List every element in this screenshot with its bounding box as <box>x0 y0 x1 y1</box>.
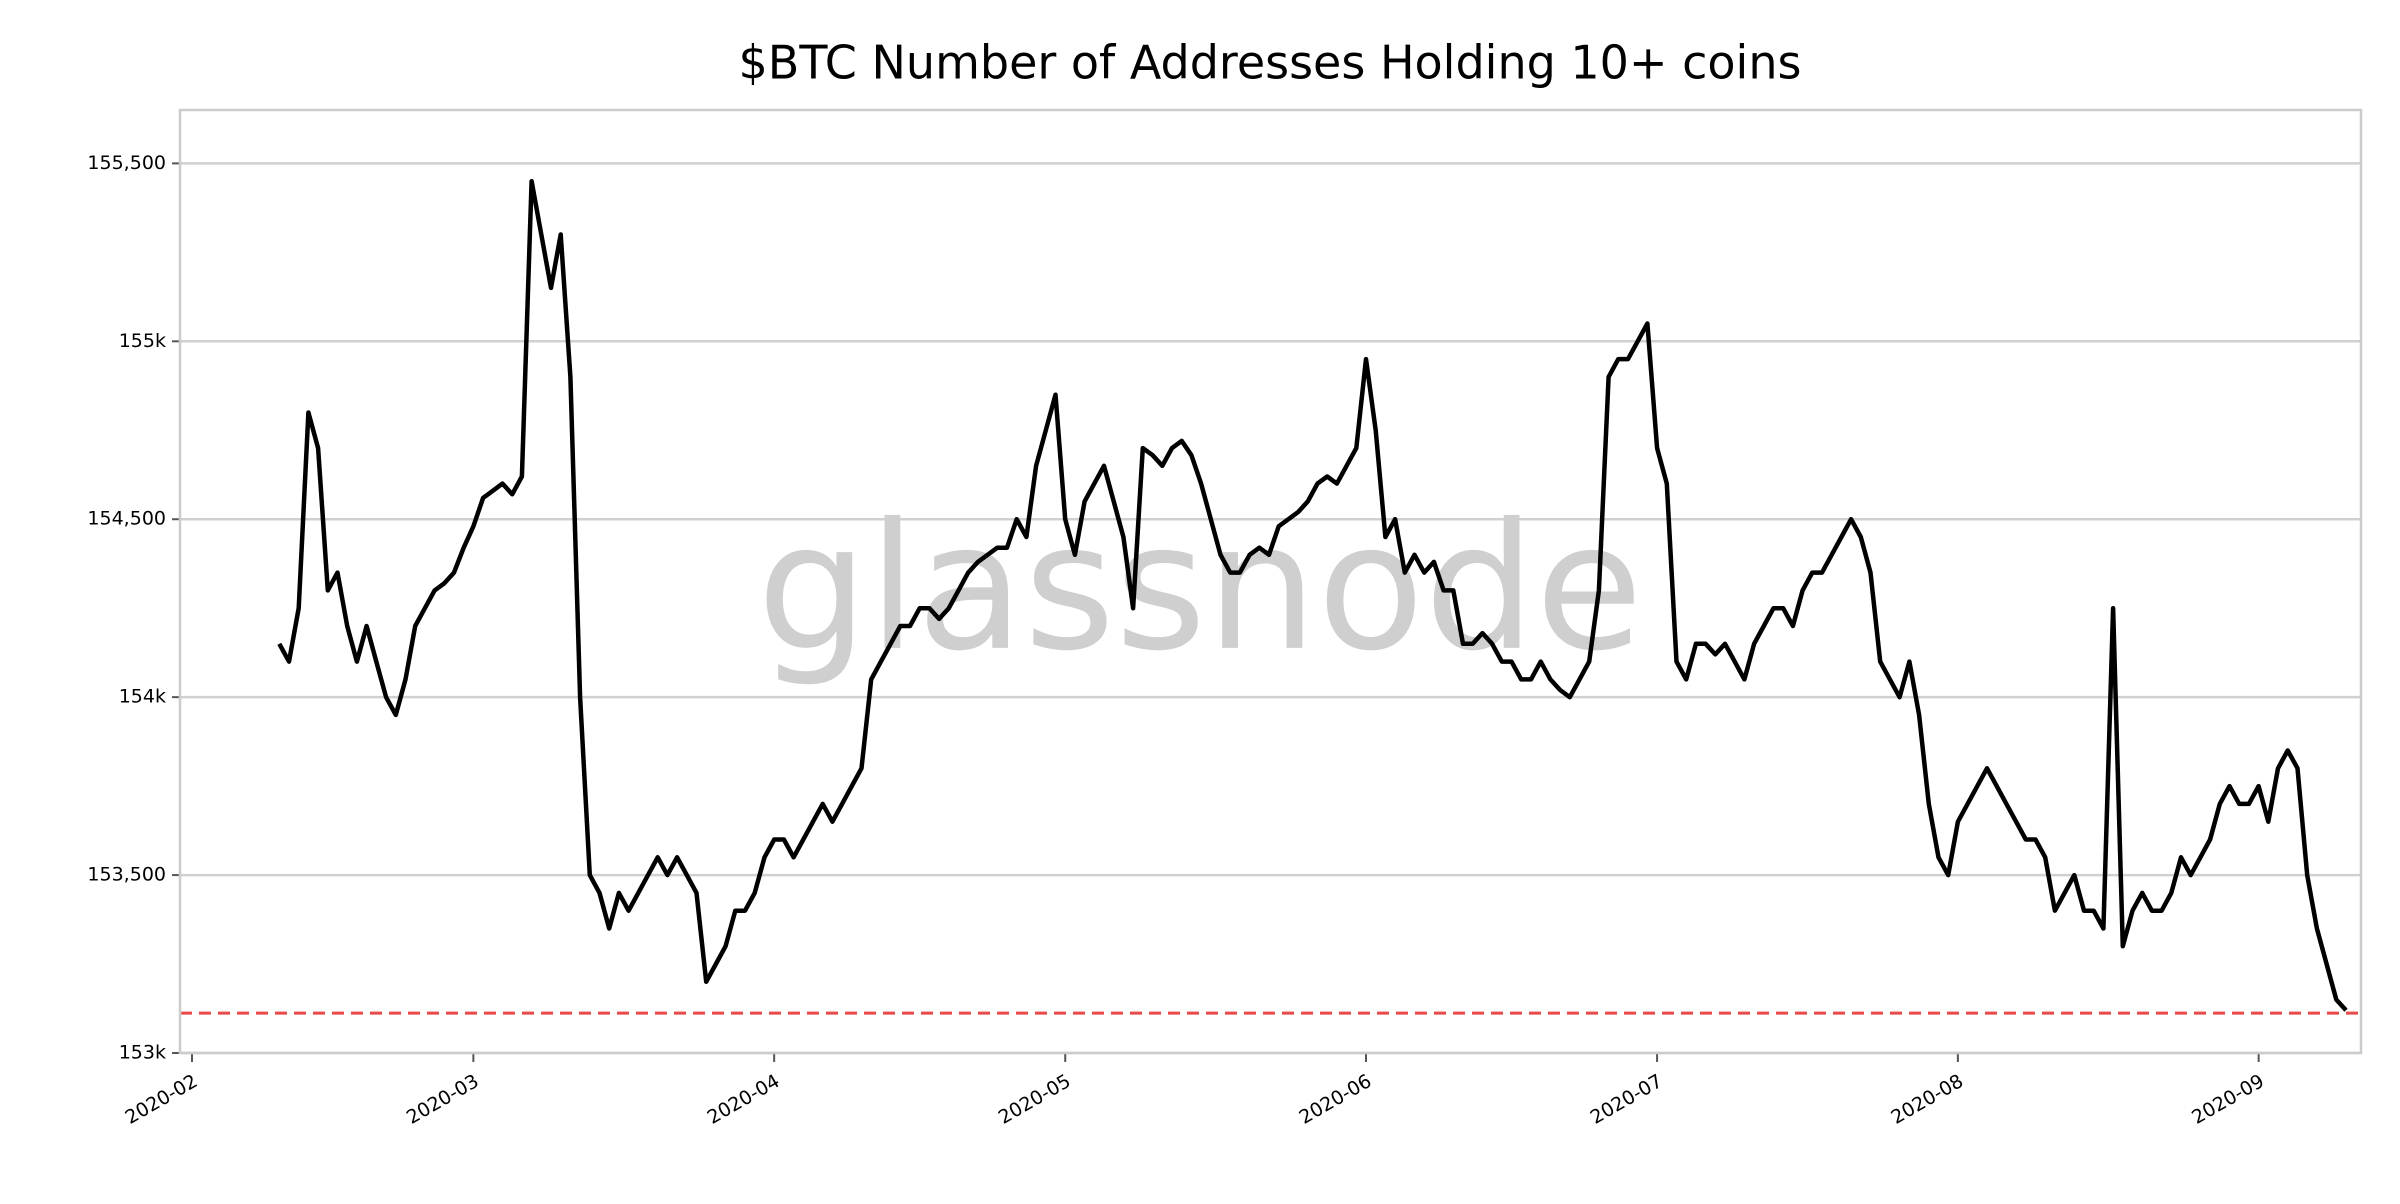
watermark: glassnode <box>757 487 1643 690</box>
y-tick-label: 153,500 <box>87 864 166 886</box>
y-tick-label: 153k <box>119 1042 166 1064</box>
y-tick-label: 155k <box>119 330 166 352</box>
y-tick-label: 154k <box>119 686 166 708</box>
y-tick-label: 154,500 <box>87 508 166 530</box>
chart-title: $BTC Number of Addresses Holding 10+ coi… <box>739 36 1802 90</box>
data-line <box>277 178 2348 1012</box>
plot-frame <box>178 108 2363 1055</box>
y-tick-label: 155,500 <box>87 152 166 174</box>
